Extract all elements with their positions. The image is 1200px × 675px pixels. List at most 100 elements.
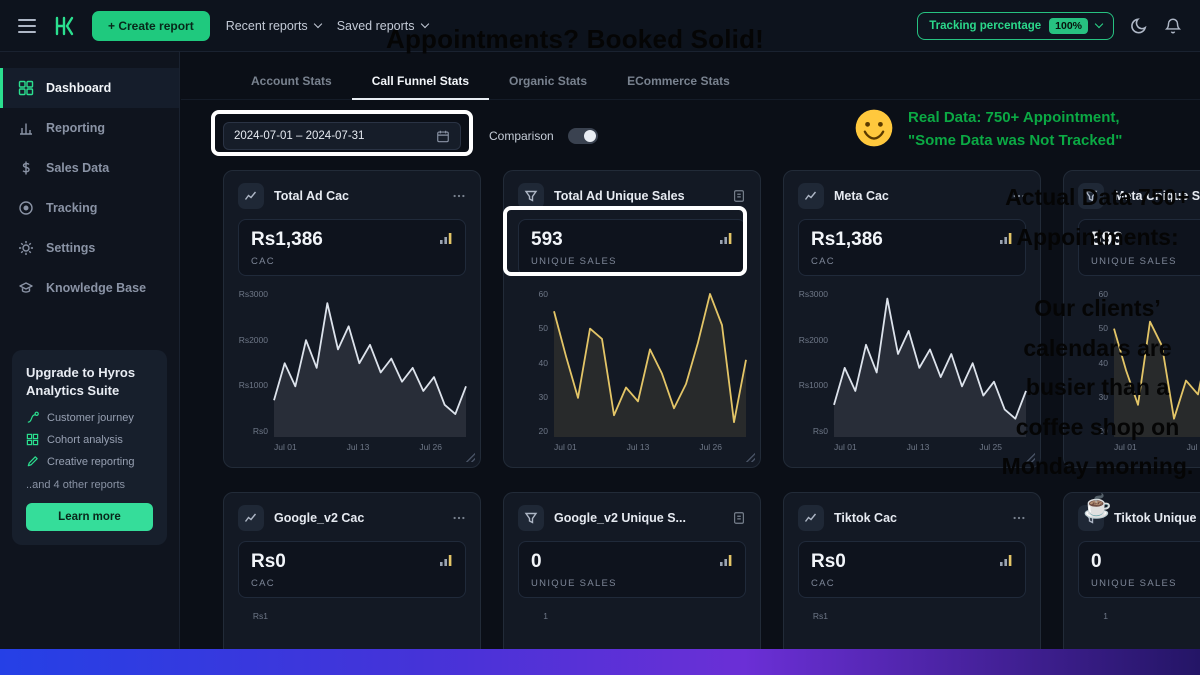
stats-cards-grid: Total Ad Cac Rs1,386 CAC Rs3000 Rs2000 Rs1…: [223, 170, 1200, 649]
sidebar: Dashboard Reporting Sales Data Tracking: [0, 52, 180, 649]
y-axis-labels: 1: [543, 611, 548, 621]
line-chart: Rs3000 Rs2000 Rs1000 Rs0 Jul 01 Jul 13 Jul 26: [238, 288, 466, 454]
smiley-emoji-icon: [852, 106, 896, 155]
line-chart-icon: [798, 183, 824, 209]
tracking-percentage-dropdown[interactable]: Tracking percentage 100%: [917, 11, 1114, 40]
tracking-percentage-label: Tracking percentage: [929, 19, 1042, 32]
metric-value: 593: [531, 229, 563, 250]
tab-ecommerce-stats[interactable]: ECommerce Stats: [627, 74, 730, 88]
sidebar-item-tracking[interactable]: Tracking: [0, 188, 179, 228]
line-chart: Rs1: [238, 610, 466, 649]
card-title: Google_v2 Cac: [274, 511, 365, 525]
create-report-button[interactable]: + Create report: [92, 10, 210, 41]
bars-icon: [719, 553, 733, 572]
card-title: Total Ad Cac: [274, 189, 350, 203]
metric-label: CAC: [811, 256, 835, 267]
sidebar-item-reporting[interactable]: Reporting: [0, 108, 179, 148]
sidebar-item-dashboard[interactable]: Dashboard: [0, 68, 179, 108]
tab-organic-stats[interactable]: Organic Stats: [509, 74, 588, 88]
metric-panel: 593 UNIQUE SALES: [1078, 219, 1200, 276]
dark-mode-moon-icon[interactable]: [1130, 17, 1148, 35]
bar-chart-icon: [18, 120, 34, 136]
toggle-knob: [583, 130, 596, 142]
card-meta-cac: Meta Cac Rs1,386 CAC Rs3000 Rs2000 Rs1000 R…: [783, 170, 1041, 468]
card-options-menu-icon[interactable]: [452, 189, 466, 203]
target-icon: [18, 200, 34, 216]
calendar-icon: [436, 129, 450, 143]
metric-panel: 0 UNIQUE SALES: [518, 541, 746, 598]
learn-more-button[interactable]: Learn more: [26, 503, 153, 532]
sidebar-item-knowledge-base[interactable]: Knowledge Base: [0, 268, 179, 308]
tab-call-funnel-stats[interactable]: Call Funnel Stats: [351, 68, 490, 100]
card-header: Google_v2 Unique S...: [518, 505, 746, 531]
promo-title: Upgrade to Hyros Analytics Suite: [26, 365, 136, 398]
chevron-down-icon: [1094, 19, 1104, 29]
metric-label: UNIQUE SALES: [1091, 256, 1177, 267]
top-bar: + Create report Recent reports Saved rep…: [0, 0, 1200, 52]
x-axis-labels: Jul 01 Jul 13 Jul 25: [834, 442, 1002, 452]
sidebar-item-settings[interactable]: Settings: [0, 228, 179, 268]
card-google-v2-unique-sales: Google_v2 Unique S... 0 UNIQUE SALES 1: [503, 492, 761, 649]
tab-account-stats[interactable]: Account Stats: [251, 74, 332, 88]
comparison-toggle[interactable]: [567, 128, 598, 144]
bars-icon: [999, 231, 1013, 250]
metric-panel: Rs1,386 CAC: [798, 219, 1026, 276]
card-options-menu-icon[interactable]: [1012, 511, 1026, 525]
card-tiktok-cac: Tiktok Cac Rs0 CAC Rs1: [783, 492, 1041, 649]
resize-handle[interactable]: [1024, 451, 1035, 462]
upgrade-promo-card: Upgrade to Hyros Analytics Suite Custome…: [12, 350, 167, 546]
grid-icon: [18, 80, 34, 96]
report-icon[interactable]: [732, 511, 746, 525]
cohort-analysis-icon: [26, 433, 39, 446]
metric-panel: 593 UNIQUE SALES: [518, 219, 746, 276]
promo-more-reports-label: ..and 4 other reports: [26, 479, 126, 492]
y-axis-labels: 60 50 40 30 20: [1098, 289, 1108, 436]
y-axis-labels: Rs3000 Rs2000 Rs1000 Rs0: [798, 289, 828, 436]
annotation-real-data-line2: "Some Data was Not Tracked": [908, 132, 1123, 150]
card-header: Meta Unique Sa...: [1078, 183, 1200, 209]
card-header: Total Ad Cac: [238, 183, 466, 209]
line-chart: Rs1: [798, 610, 1026, 649]
card-google-v2-cac: Google_v2 Cac Rs0 CAC Rs1: [223, 492, 481, 649]
report-icon[interactable]: [732, 189, 746, 203]
customer-journey-icon: [26, 411, 39, 424]
card-header: Google_v2 Cac: [238, 505, 466, 531]
card-header: Tiktok Cac: [798, 505, 1026, 531]
y-axis-labels: Rs3000 Rs2000 Rs1000 Rs0: [238, 289, 268, 436]
metric-panel: 0 UNIQUE SALES: [1078, 541, 1200, 598]
saved-reports-label: Saved reports: [336, 18, 415, 33]
metric-label: CAC: [251, 256, 275, 267]
promo-feature-label: Cohort analysis: [47, 433, 123, 446]
metric-label: CAC: [811, 578, 835, 589]
recent-reports-dropdown[interactable]: Recent reports: [226, 19, 322, 33]
resize-handle[interactable]: [464, 451, 475, 462]
line-chart-icon: [238, 183, 264, 209]
annotation-real-data: Real Data: 750+ Appointment, "Some Data …: [852, 106, 1122, 155]
card-options-menu-icon[interactable]: [452, 511, 466, 525]
hyros-logo[interactable]: [52, 14, 76, 38]
bottom-gradient-bar: [0, 649, 1200, 675]
card-title: Google_v2 Unique S...: [554, 511, 686, 525]
sidebar-item-sales-data[interactable]: Sales Data: [0, 148, 179, 188]
card-header: Tiktok Unique S...: [1078, 505, 1200, 531]
date-range-value: 2024-07-01 – 2024-07-31: [234, 130, 365, 142]
metric-value: 593: [1091, 229, 1123, 250]
notifications-bell-icon[interactable]: [1164, 17, 1182, 35]
resize-handle[interactable]: [744, 451, 755, 462]
card-title: Tiktok Cac: [834, 511, 897, 525]
sidebar-item-label: Reporting: [46, 121, 106, 135]
sidebar-item-label: Knowledge Base: [46, 281, 147, 295]
bars-icon: [439, 553, 453, 572]
menu-icon[interactable]: [18, 18, 36, 33]
metric-label: UNIQUE SALES: [1091, 578, 1177, 589]
card-total-ad-unique-sales: Total Ad Unique Sales 593 UNIQUE SALES 6…: [503, 170, 761, 468]
saved-reports-dropdown[interactable]: Saved reports: [336, 18, 429, 33]
date-range-input[interactable]: 2024-07-01 – 2024-07-31: [223, 122, 461, 150]
card-options-menu-icon[interactable]: [1012, 189, 1026, 203]
card-total-ad-cac: Total Ad Cac Rs1,386 CAC Rs3000 Rs2000 Rs1…: [223, 170, 481, 468]
y-axis-labels: Rs1: [812, 611, 828, 621]
